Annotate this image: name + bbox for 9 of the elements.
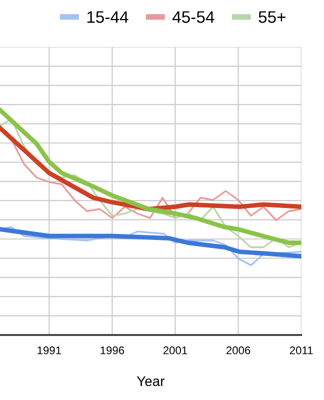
legend-label: 45-54 xyxy=(172,11,214,23)
legend-label: 55+ xyxy=(258,11,286,23)
x-tick-label: 2001 xyxy=(163,346,188,354)
x-tick-label: 2006 xyxy=(226,346,250,354)
x-tick-label: 1996 xyxy=(100,346,124,354)
x-tick-label: 1991 xyxy=(38,346,61,354)
x-tick-label: 2011 xyxy=(290,346,313,354)
legend-label: 15-44 xyxy=(87,11,128,23)
x-axis-title: Year xyxy=(136,376,164,386)
